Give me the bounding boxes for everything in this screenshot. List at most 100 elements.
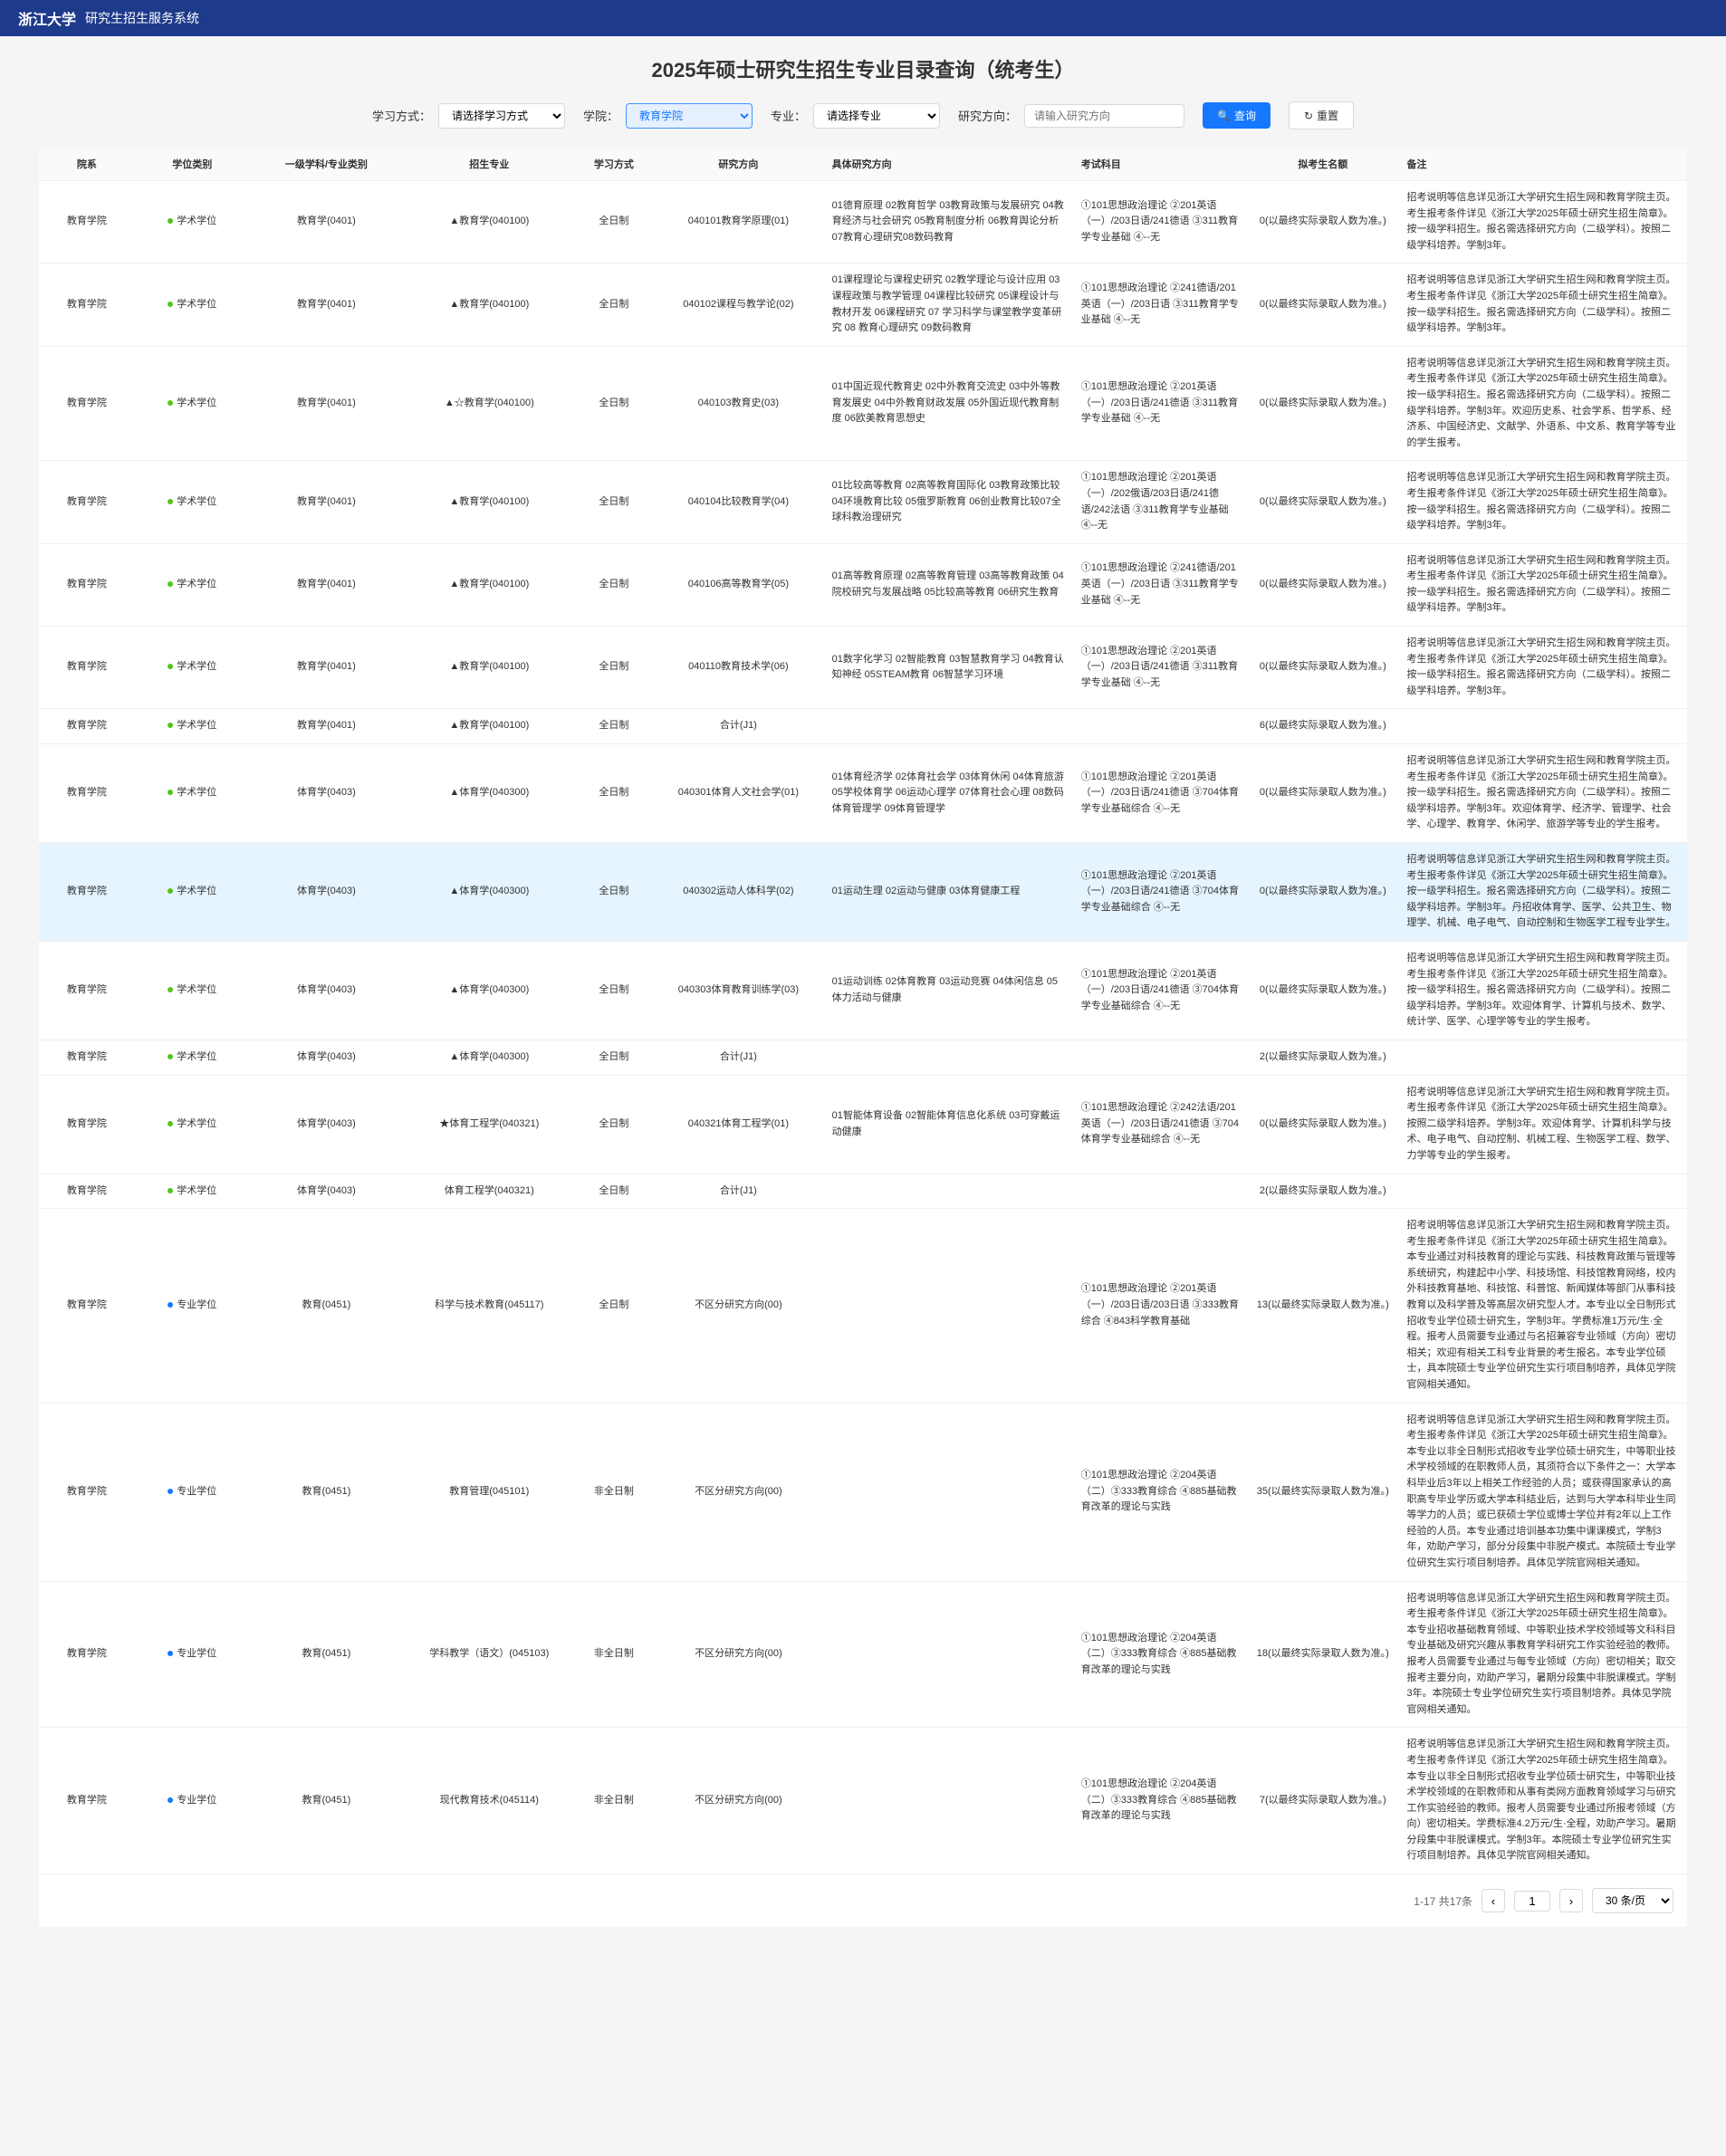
table-row[interactable]: 教育学院专业学位教育(0451)现代教育技术(045114)非全日制不区分研究方… xyxy=(39,1728,1687,1874)
table-cell: 040101教育学原理(01) xyxy=(652,181,824,264)
logo: 浙江大学 xyxy=(18,7,76,29)
column-header: 拟考生名额 xyxy=(1246,148,1399,181)
table-cell: 不区分研究方向(00) xyxy=(652,1728,824,1874)
per-page-select[interactable]: 30 条/页 xyxy=(1592,1888,1673,1913)
table-row[interactable]: 教育学院学术学位体育学(0403)▲体育学(040300)全日制040301体育… xyxy=(39,744,1687,843)
search-button[interactable]: 🔍 查询 xyxy=(1203,102,1271,129)
table-cell xyxy=(825,1209,1074,1404)
table-cell: 合计(J1) xyxy=(652,1040,824,1075)
table-row[interactable]: 教育学院学术学位体育学(0403)体育工程学(040321)全日制合计(J1)2… xyxy=(39,1174,1687,1209)
table-cell: 教育学院 xyxy=(39,744,135,843)
table-row[interactable]: 教育学院学术学位体育学(0403)▲体育学(040300)全日制合计(J1)2(… xyxy=(39,1040,1687,1075)
study-mode-select[interactable]: 请选择学习方式 xyxy=(438,103,565,129)
table-cell: 现代教育技术(045114) xyxy=(403,1728,575,1874)
table-cell: 学术学位 xyxy=(135,744,250,843)
table-cell: 教育管理(045101) xyxy=(403,1403,575,1581)
table-cell: 教育(0451) xyxy=(250,1581,403,1728)
table-cell: 学术学位 xyxy=(135,461,250,543)
table-cell: 0(以最终实际录取人数为准。) xyxy=(1246,346,1399,461)
status-dot xyxy=(168,888,173,894)
direction-input[interactable] xyxy=(1024,104,1184,128)
table-cell: 教育学(0401) xyxy=(250,461,403,543)
table-cell: 13(以最终实际录取人数为准。) xyxy=(1246,1209,1399,1404)
table-row[interactable]: 教育学院学术学位教育学(0401)▲教育学(040100)全日制040110教育… xyxy=(39,627,1687,709)
table-cell: 教育学院 xyxy=(39,843,135,942)
table-cell: ①101思想政治理论 ②201英语（一）/203日语/241德语 ③704体育学… xyxy=(1074,941,1246,1040)
table-row[interactable]: 教育学院专业学位教育(0451)教育管理(045101)非全日制不区分研究方向(… xyxy=(39,1403,1687,1581)
table-cell: 01比较高等教育 02高等教育国际化 03教育政策比较 04环境教育比较 05俄… xyxy=(825,461,1074,543)
table-cell: 教育学院 xyxy=(39,543,135,626)
page-title: 2025年硕士研究生招生专业目录查询（统考生） xyxy=(39,54,1687,83)
table-cell: 全日制 xyxy=(576,346,653,461)
pagination-info: 1-17 共17条 xyxy=(1414,1893,1472,1909)
table-cell: ▲教育学(040100) xyxy=(403,264,575,346)
table-cell: 教育学(0401) xyxy=(250,709,403,744)
next-page-button[interactable]: › xyxy=(1559,1889,1583,1912)
table-cell: 040103教育史(03) xyxy=(652,346,824,461)
table-cell: 非全日制 xyxy=(576,1728,653,1874)
table-row[interactable]: 教育学院学术学位体育学(0403)▲体育学(040300)全日制040303体育… xyxy=(39,941,1687,1040)
table-cell: 招考说明等信息详见浙江大学研究生招生网和教育学院主页。考生报考条件详见《浙江大学… xyxy=(1399,346,1687,461)
table-cell: 专业学位 xyxy=(135,1209,250,1404)
table-row[interactable]: 教育学院学术学位教育学(0401)▲教育学(040100)全日制040106高等… xyxy=(39,543,1687,626)
table-row[interactable]: 教育学院学术学位体育学(0403)▲体育学(040300)全日制040302运动… xyxy=(39,843,1687,942)
search-icon: 🔍 xyxy=(1217,110,1231,122)
table-cell: 招考说明等信息详见浙江大学研究生招生网和教育学院主页。考生报考条件详见《浙江大学… xyxy=(1399,744,1687,843)
table-cell: 01数字化学习 02智能教育 03智慧教育学习 04教育认知神经 05STEAM… xyxy=(825,627,1074,709)
direction-label: 研究方向： xyxy=(958,107,1017,124)
table-cell: 01德育原理 02教育哲学 03教育政策与发展研究 04教育经济与社会研究 05… xyxy=(825,181,1074,264)
table-row[interactable]: 教育学院学术学位教育学(0401)▲教育学(040100)全日制合计(J1)6(… xyxy=(39,709,1687,744)
table-cell xyxy=(825,1581,1074,1728)
table-cell: 0(以最终实际录取人数为准。) xyxy=(1246,744,1399,843)
table-cell: 非全日制 xyxy=(576,1403,653,1581)
table-cell xyxy=(1074,1040,1246,1075)
table-cell: 科学与技术教育(045117) xyxy=(403,1209,575,1404)
table-row[interactable]: 教育学院专业学位教育(0451)学科教学（语文）(045103)非全日制不区分研… xyxy=(39,1581,1687,1728)
table-cell: 学术学位 xyxy=(135,843,250,942)
table-cell: 6(以最终实际录取人数为准。) xyxy=(1246,709,1399,744)
table-cell: 全日制 xyxy=(576,843,653,942)
table-cell: 040321体育工程学(01) xyxy=(652,1075,824,1174)
table-cell: 招考说明等信息详见浙江大学研究生招生网和教育学院主页。考生报考条件详见《浙江大学… xyxy=(1399,461,1687,543)
table-cell: 全日制 xyxy=(576,264,653,346)
college-select[interactable]: 教育学院 xyxy=(626,103,753,129)
table-cell: 学术学位 xyxy=(135,346,250,461)
page-input[interactable] xyxy=(1514,1891,1550,1912)
table-cell: 全日制 xyxy=(576,709,653,744)
reset-button[interactable]: ↻ 重置 xyxy=(1289,101,1354,129)
table-row[interactable]: 教育学院学术学位教育学(0401)▲教育学(040100)全日制040104比较… xyxy=(39,461,1687,543)
table-cell: ①101思想政治理论 ②201英语（一）/203日语/203日语 ③333教育综… xyxy=(1074,1209,1246,1404)
status-dot xyxy=(168,1188,173,1193)
system-name: 研究生招生服务系统 xyxy=(85,9,199,27)
table-cell: 体育学(0403) xyxy=(250,744,403,843)
table-cell: 2(以最终实际录取人数为准。) xyxy=(1246,1040,1399,1075)
table-cell: ①101思想政治理论 ②201英语（一）/203日语/241德语 ③311教育学… xyxy=(1074,627,1246,709)
prev-page-button[interactable]: ‹ xyxy=(1481,1889,1505,1912)
table-row[interactable]: 教育学院专业学位教育(0451)科学与技术教育(045117)全日制不区分研究方… xyxy=(39,1209,1687,1404)
table-cell: 040106高等教育学(05) xyxy=(652,543,824,626)
table-cell: 教育学院 xyxy=(39,1403,135,1581)
table-row[interactable]: 教育学院学术学位教育学(0401)▲☆教育学(040100)全日制040103教… xyxy=(39,346,1687,461)
table-cell: 0(以最终实际录取人数为准。) xyxy=(1246,627,1399,709)
table-cell: 全日制 xyxy=(576,1174,653,1209)
table-cell: 01课程理论与课程史研究 02教学理论与设计应用 03课程政策与教学管理 04课… xyxy=(825,264,1074,346)
table-cell: 招考说明等信息详见浙江大学研究生招生网和教育学院主页。考生报考条件详见《浙江大学… xyxy=(1399,941,1687,1040)
table-cell: 全日制 xyxy=(576,744,653,843)
table-cell: 全日制 xyxy=(576,1075,653,1174)
table-cell: ①101思想政治理论 ②201英语（一）/203日语/241德语 ③311教育学… xyxy=(1074,181,1246,264)
table-cell: 教育(0451) xyxy=(250,1209,403,1404)
major-select[interactable]: 请选择专业 xyxy=(813,103,940,129)
status-dot xyxy=(168,723,173,728)
table-row[interactable]: 教育学院学术学位教育学(0401)▲教育学(040100)全日制040102课程… xyxy=(39,264,1687,346)
table-cell: 教育学(0401) xyxy=(250,543,403,626)
table-cell: 040110教育技术学(06) xyxy=(652,627,824,709)
table-cell: ①101思想政治理论 ②241德语/201英语（一）/203日语 ③311教育学… xyxy=(1074,543,1246,626)
table-row[interactable]: 教育学院学术学位教育学(0401)▲教育学(040100)全日制040101教育… xyxy=(39,181,1687,264)
table-cell: 招考说明等信息详见浙江大学研究生招生网和教育学院主页。考生报考条件详见《浙江大学… xyxy=(1399,1209,1687,1404)
table-cell: 招考说明等信息详见浙江大学研究生招生网和教育学院主页。考生报考条件详见《浙江大学… xyxy=(1399,627,1687,709)
table-cell xyxy=(825,709,1074,744)
table-row[interactable]: 教育学院学术学位体育学(0403)★体育工程学(040321)全日制040321… xyxy=(39,1075,1687,1174)
table-cell: 专业学位 xyxy=(135,1403,250,1581)
table-cell: 教育学院 xyxy=(39,461,135,543)
column-header: 招生专业 xyxy=(403,148,575,181)
